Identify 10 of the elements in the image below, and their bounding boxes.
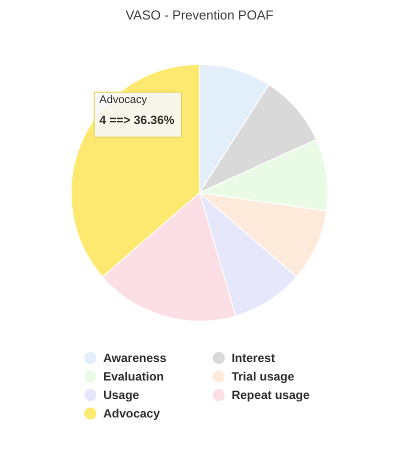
legend-label: Trial usage [232, 369, 295, 384]
text: 4 ==> 36.36% [99, 113, 175, 128]
text: Advocacy [99, 94, 148, 106]
legend-label: Repeat usage [232, 388, 310, 402]
legend-label: Awareness [103, 350, 167, 365]
legend-label: Interest [232, 350, 275, 365]
legend-label: Evaluation [103, 369, 164, 384]
chart-title: VASO - Prevention POAF [126, 8, 274, 22]
legend-label: Advocacy [103, 406, 160, 420]
legend-label: Usage [103, 388, 140, 402]
